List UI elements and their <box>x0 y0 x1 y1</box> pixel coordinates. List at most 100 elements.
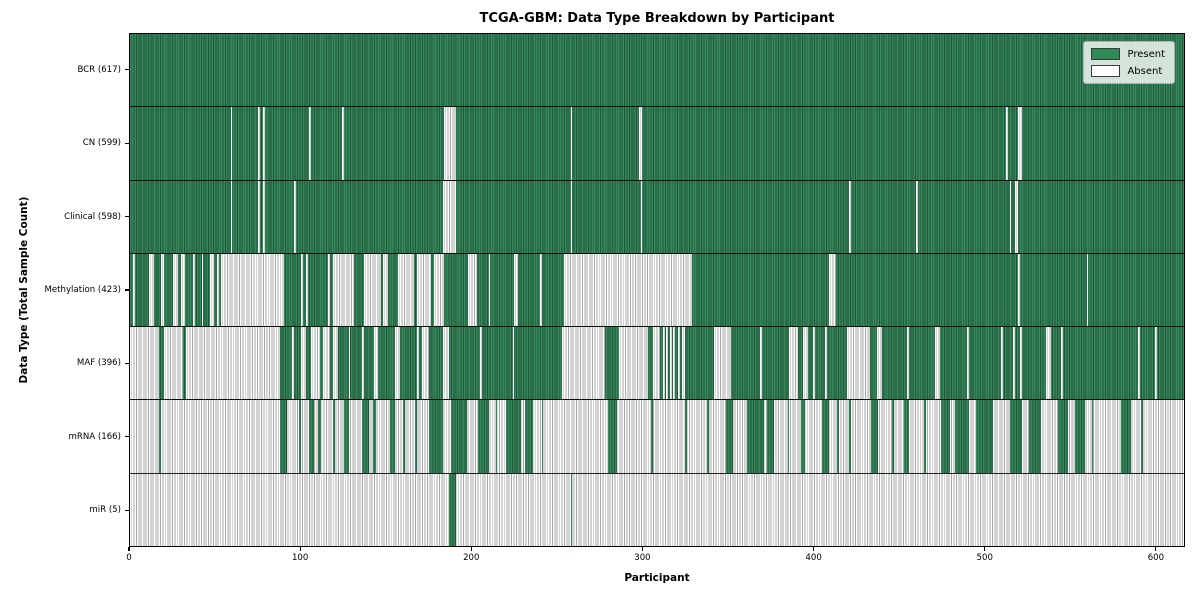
present-segment <box>608 400 617 473</box>
present-segment <box>570 473 573 546</box>
present-segment <box>449 473 457 546</box>
absent-segment <box>825 327 827 400</box>
absent-segment <box>803 327 809 400</box>
absent-segment <box>907 327 909 400</box>
y-tick-label-Methylation: Methylation (423) <box>44 285 121 295</box>
present-segment <box>837 400 839 473</box>
absent-segment <box>333 327 339 400</box>
absent-segment <box>258 180 260 253</box>
present-segment <box>1057 400 1068 473</box>
absent-segment <box>311 327 320 400</box>
y-tick-label-mRNA: mRNA (166) <box>68 431 122 442</box>
absent-segment <box>1018 107 1022 180</box>
legend-item-absent: Absent <box>1091 65 1165 77</box>
absent-segment <box>1009 180 1012 253</box>
absent-segment <box>1020 327 1022 400</box>
absent-segment <box>512 327 515 400</box>
absent-segment <box>1013 327 1015 400</box>
present-segment <box>280 400 288 473</box>
present-segment <box>891 400 894 473</box>
absent-segment <box>1154 327 1157 400</box>
present-segment <box>707 400 710 473</box>
y-tick-label-Clinical: Clinical (598) <box>64 211 121 222</box>
present-segment <box>1141 400 1143 473</box>
absent-segment <box>374 327 378 400</box>
present-segment <box>685 400 687 473</box>
present-segment <box>903 400 909 473</box>
absent-segment <box>442 180 457 253</box>
absent-segment <box>442 327 450 400</box>
present-segment <box>309 400 315 473</box>
absent-segment <box>220 253 284 327</box>
absent-segment <box>364 253 382 327</box>
present-segment <box>333 400 335 473</box>
y-tick <box>125 362 129 365</box>
absent-segment <box>681 327 686 400</box>
present-segment <box>541 400 544 473</box>
present-segment <box>871 400 879 473</box>
present-segment <box>924 400 927 473</box>
present-segment <box>428 400 443 473</box>
plot-area: Present Absent <box>129 33 1185 547</box>
present-segment <box>159 400 161 473</box>
absent-swatch <box>1091 65 1121 77</box>
absent-segment <box>172 253 178 327</box>
matrix-row-miR <box>130 473 1184 546</box>
absent-segment <box>847 327 870 400</box>
absent-segment <box>160 253 165 327</box>
absent-segment <box>300 253 303 327</box>
absent-segment <box>539 253 542 327</box>
matrix-row-Methylation <box>130 253 1184 328</box>
matrix-row-BCR <box>130 34 1184 108</box>
y-tick-label-CN: CN (599) <box>82 138 121 149</box>
absent-segment <box>362 327 365 400</box>
present-segment <box>415 400 417 473</box>
y-tick-label-BCR: BCR (617) <box>77 64 121 75</box>
absent-segment <box>468 253 477 327</box>
present-segment <box>746 400 764 473</box>
absent-segment <box>618 327 648 400</box>
absent-segment <box>488 253 491 327</box>
legend-label-present: Present <box>1127 48 1165 60</box>
present-segment <box>821 400 829 473</box>
absent-segment <box>217 253 219 327</box>
absent-segment <box>789 327 798 400</box>
absent-segment <box>422 327 429 400</box>
present-segment <box>941 400 950 473</box>
absent-segment <box>263 180 265 253</box>
absent-segment <box>669 327 672 400</box>
absent-segment <box>1061 327 1063 400</box>
absent-segment <box>1086 253 1089 327</box>
present-segment <box>299 400 301 473</box>
x-tick-label-0: 0 <box>126 553 132 563</box>
y-tick-label-MAF: MAF (396) <box>76 358 121 369</box>
absent-segment <box>293 180 296 253</box>
present-segment <box>505 400 522 473</box>
absent-segment <box>1014 180 1019 253</box>
absent-segment <box>394 327 400 400</box>
absent-segment <box>382 253 388 327</box>
absent-segment <box>562 327 605 400</box>
x-tick-label-500: 500 <box>976 553 993 563</box>
present-segment <box>726 400 733 473</box>
absent-segment <box>300 327 306 400</box>
present-segment <box>1120 400 1132 473</box>
absent-segment <box>673 327 675 400</box>
present-segment <box>767 400 774 473</box>
y-tick <box>125 69 129 71</box>
absent-segment <box>230 180 233 253</box>
y-tick-label-miR: miR (5) <box>89 505 121 516</box>
absent-segment <box>1006 107 1009 180</box>
x-axis-label: Participant <box>624 572 690 584</box>
absent-segment <box>678 327 681 400</box>
absent-segment <box>666 327 669 400</box>
absent-segment <box>263 107 265 180</box>
absent-segment <box>148 253 154 327</box>
present-segment <box>372 400 376 473</box>
absent-segment <box>813 327 815 400</box>
absent-segment <box>309 107 312 180</box>
x-tick-label-200: 200 <box>463 553 480 563</box>
absent-segment <box>186 327 281 400</box>
x-tick <box>984 547 986 551</box>
